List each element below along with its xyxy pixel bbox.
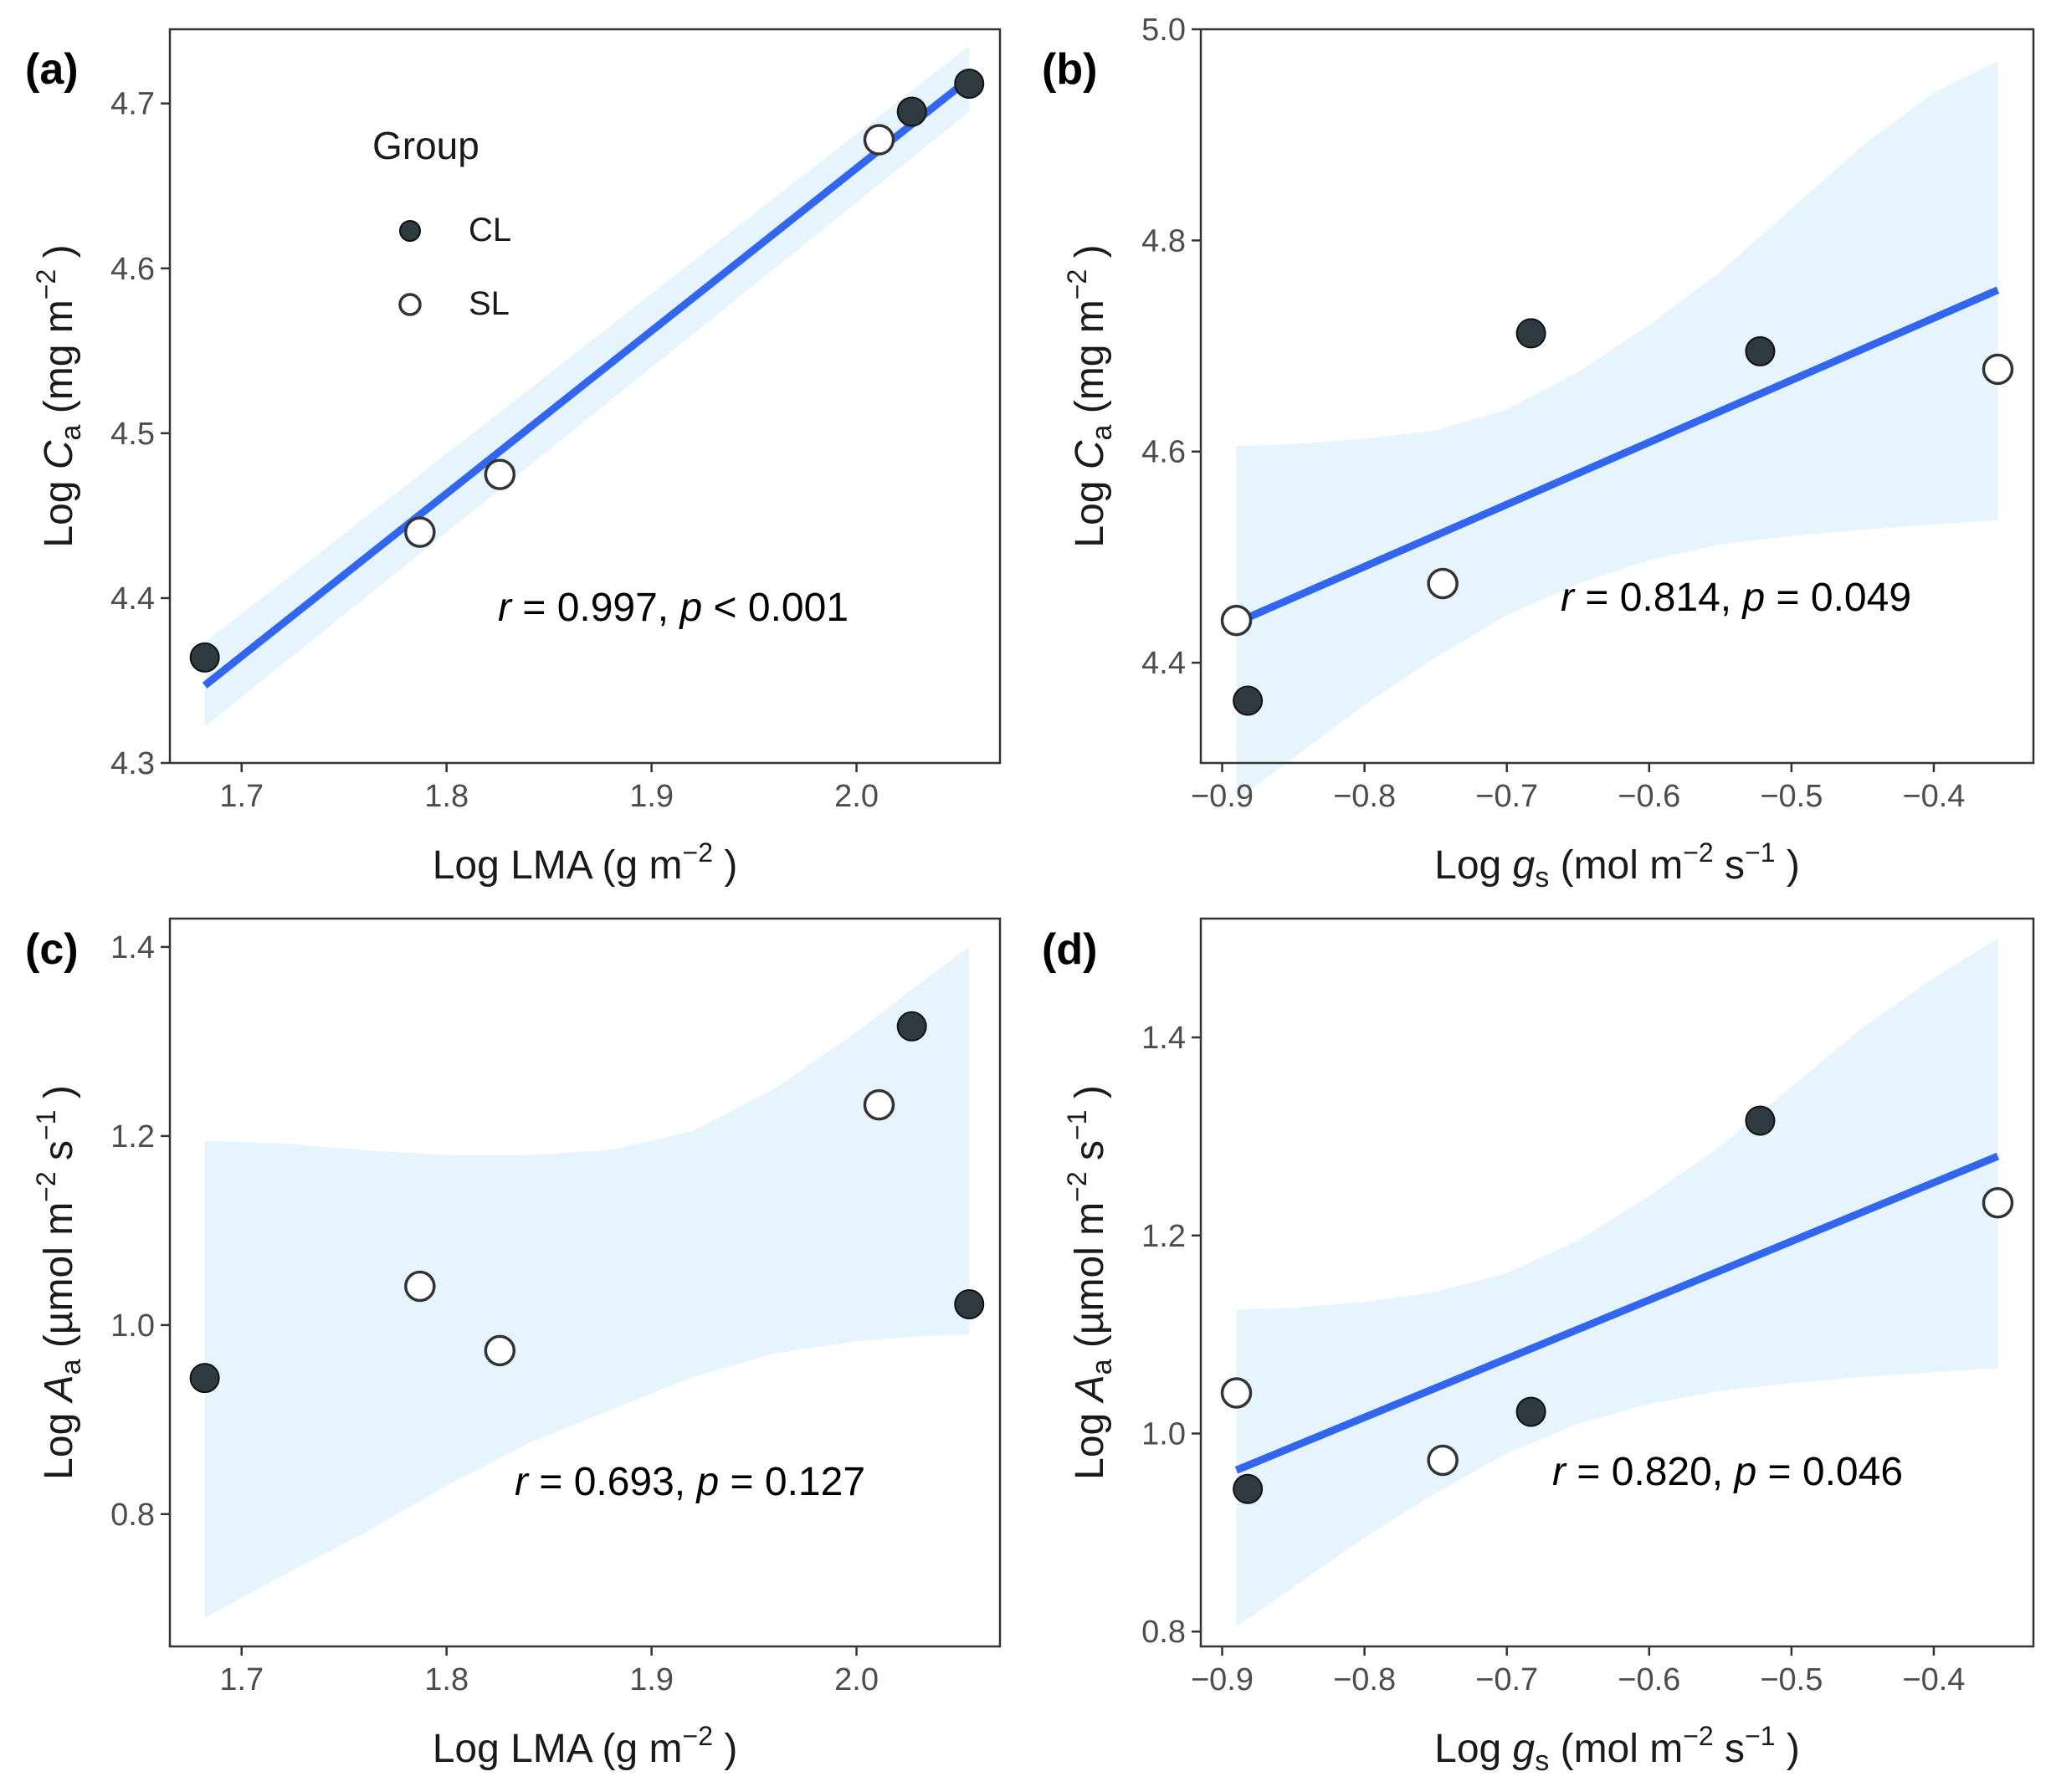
stats-annotation: r = 0.997, p < 0.001 xyxy=(498,586,849,630)
x-tick-label: 1.8 xyxy=(424,1662,469,1697)
panel-d: −0.9 −0.8 −0.7 −0.6 −0.5 −0.4 0.8 1.0 1.2 1.4 Log … xyxy=(1042,917,2035,1777)
panel-border xyxy=(168,28,1002,765)
legend-marker-sl xyxy=(398,293,422,316)
y-tick-label: 4.3 xyxy=(110,746,155,781)
y-tick-label: 1.4 xyxy=(110,930,155,965)
panel-border xyxy=(1199,28,2035,765)
data-point-cl xyxy=(1515,1396,1546,1427)
panel-letter: (a) xyxy=(25,45,79,94)
legend-label-sl: SL xyxy=(469,285,510,322)
regression-line xyxy=(1234,1152,2000,1474)
data-point-sl xyxy=(1220,1377,1253,1409)
x-tick-label: −0.7 xyxy=(1475,779,1538,814)
legend-label-cl: CL xyxy=(469,212,511,248)
panel-border xyxy=(1199,917,2035,1648)
data-point-sl xyxy=(404,1270,436,1303)
legend-title: Group xyxy=(372,124,479,167)
data-point-cl xyxy=(189,642,220,673)
y-tick-label: 4.6 xyxy=(110,252,155,287)
y-tick-label: 1.2 xyxy=(110,1119,155,1155)
x-tick-label: −0.4 xyxy=(1902,779,1965,814)
data-point-sl xyxy=(484,458,516,490)
data-point-cl xyxy=(954,1288,985,1319)
x-tick-label: −0.8 xyxy=(1333,1662,1396,1697)
x-tick-label: 1.8 xyxy=(424,779,469,814)
y-tick-label: 4.5 xyxy=(110,417,155,452)
y-tick-label: 1.2 xyxy=(1141,1219,1186,1254)
data-point-cl xyxy=(896,1011,927,1042)
x-tick-label: 1.9 xyxy=(629,1662,674,1697)
data-point-sl xyxy=(1982,353,2014,386)
x-tick-label: 2.0 xyxy=(834,779,879,814)
regression-line xyxy=(202,75,972,689)
y-tick-label: 4.4 xyxy=(110,581,155,617)
data-point-sl xyxy=(484,1334,516,1367)
x-axis-title: Log gs (mol m−2 s−1 ) xyxy=(1434,837,1800,893)
x-axis-title: Log gs (mol m−2 s−1 ) xyxy=(1434,1721,1800,1777)
data-point-cl xyxy=(896,96,927,127)
panel-a: 1.7 1.8 1.9 2.0 4.3 4.4 4.5 4.6 4.7 Log LMA (g m−… xyxy=(25,28,1002,888)
data-point-sl xyxy=(1220,604,1253,637)
y-tick-label: 1.4 xyxy=(1141,1021,1186,1056)
confidence-band xyxy=(1236,60,1998,801)
stats-annotation: r = 0.693, p = 0.127 xyxy=(515,1460,865,1504)
x-axis-title: Log LMA (g m−2 ) xyxy=(433,837,738,888)
y-tick-label: 4.4 xyxy=(1141,646,1186,681)
x-tick-label: −0.8 xyxy=(1333,779,1396,814)
y-tick-label: 5.0 xyxy=(1141,13,1186,48)
confidence-band xyxy=(204,946,970,1619)
stats-annotation: r = 0.814, p = 0.049 xyxy=(1561,576,1911,620)
confidence-band xyxy=(1236,938,1998,1627)
x-tick-label: −0.6 xyxy=(1618,779,1680,814)
panel-border xyxy=(168,917,1002,1648)
x-tick-label: −0.7 xyxy=(1475,1662,1538,1697)
y-axis-title: Log Ca (mg m−2 ) xyxy=(1062,244,1118,547)
legend-marker-cl xyxy=(399,220,421,242)
y-axis-title: Log Ca (mg m−2 ) xyxy=(31,244,87,547)
x-axis-title: Log LMA (g m−2 ) xyxy=(433,1721,738,1771)
x-tick-label: −0.9 xyxy=(1191,779,1254,814)
data-point-cl xyxy=(1745,1105,1776,1136)
y-tick-label: 4.8 xyxy=(1141,223,1186,259)
data-point-sl xyxy=(1427,1444,1459,1477)
y-axis-title: Log Aa (µmol m−2 s−1 ) xyxy=(1062,1085,1118,1480)
y-tick-label: 0.8 xyxy=(1141,1615,1186,1650)
data-point-cl xyxy=(1233,1473,1264,1504)
y-tick-label: 0.8 xyxy=(110,1498,155,1533)
data-point-sl xyxy=(863,1088,895,1121)
x-tick-label: 2.0 xyxy=(834,1662,879,1697)
y-tick-label: 4.6 xyxy=(1141,435,1186,470)
data-point-sl xyxy=(863,124,895,156)
data-point-cl xyxy=(1515,318,1546,349)
x-tick-label: −0.4 xyxy=(1902,1662,1965,1697)
panel-letter: (b) xyxy=(1042,45,1097,94)
x-tick-label: 1.9 xyxy=(629,779,674,814)
data-point-sl xyxy=(404,516,436,548)
panel-b: −0.9 −0.8 −0.7 −0.6 −0.5 −0.4 4.4 4.6 4.8 5.0 Log … xyxy=(1042,13,2035,893)
x-tick-label: −0.5 xyxy=(1760,779,1823,814)
data-point-sl xyxy=(1982,1186,2014,1219)
data-point-cl xyxy=(1233,685,1264,716)
x-tick-label: 1.7 xyxy=(219,779,264,814)
data-point-cl xyxy=(954,69,985,100)
x-tick-label: 1.7 xyxy=(219,1662,264,1697)
y-axis-title: Log Aa (µmol m−2 s−1 ) xyxy=(31,1085,87,1480)
data-point-cl xyxy=(189,1363,220,1394)
y-tick-label: 1.0 xyxy=(110,1308,155,1344)
x-tick-label: −0.6 xyxy=(1618,1662,1680,1697)
data-point-cl xyxy=(1745,335,1776,366)
data-point-sl xyxy=(1427,567,1459,600)
x-tick-label: −0.5 xyxy=(1760,1662,1823,1697)
regression-line xyxy=(1234,286,2000,627)
panel-letter: (d) xyxy=(1042,925,1097,974)
panel-c: 1.7 1.8 1.9 2.0 0.8 1.0 1.2 1.4 Log LMA (g m−2 )… xyxy=(25,917,1002,1771)
panel-letter: (c) xyxy=(25,925,79,974)
legend: Group CL SL xyxy=(372,124,511,322)
y-tick-label: 4.7 xyxy=(110,87,155,122)
stats-annotation: r = 0.820, p = 0.046 xyxy=(1552,1450,1903,1494)
y-tick-label: 1.0 xyxy=(1141,1417,1186,1452)
x-tick-label: −0.9 xyxy=(1191,1662,1254,1697)
